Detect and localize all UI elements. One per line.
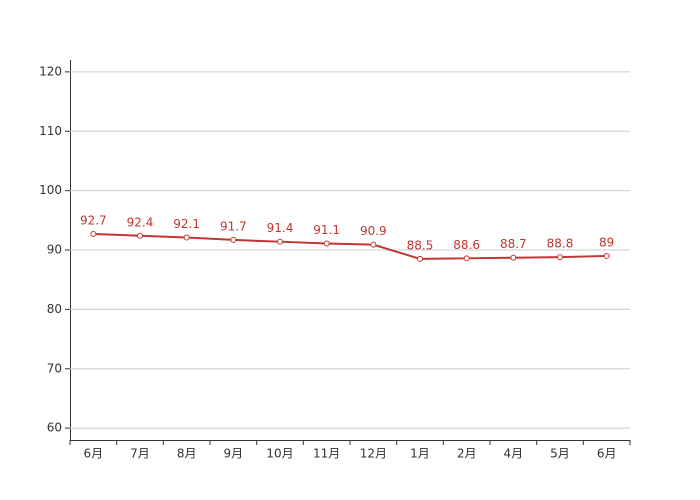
data-label: 88.6 <box>453 238 480 252</box>
data-label: 90.9 <box>360 224 387 238</box>
x-tick-label: 10月 <box>266 447 293 461</box>
data-label: 89 <box>599 235 614 249</box>
data-label: 88.7 <box>500 237 527 251</box>
data-label: 91.1 <box>313 223 340 237</box>
line <box>93 232 607 260</box>
x-tick-label: 1月 <box>410 447 430 461</box>
x-tick-label: 9月 <box>224 447 244 461</box>
point <box>277 238 283 245</box>
point <box>510 254 517 261</box>
data-label: 88.8 <box>547 237 574 251</box>
y-tick-label: 60 <box>47 421 62 435</box>
point <box>557 254 563 261</box>
point <box>90 230 97 237</box>
y-tick-label: 80 <box>47 302 62 316</box>
point <box>323 240 330 247</box>
x-tick-label: 2月 <box>457 447 477 461</box>
point <box>183 234 190 241</box>
x-tick-label: 4月 <box>504 447 524 461</box>
data-label: 92.1 <box>173 217 200 231</box>
x-tick-label: 6月 <box>597 447 617 461</box>
point <box>370 241 377 248</box>
data-label: 92.4 <box>127 215 154 229</box>
y-tick-label: 90 <box>47 243 62 257</box>
data-label: 88.5 <box>407 238 434 252</box>
point <box>417 255 423 262</box>
y-tick-label: 100 <box>39 183 62 197</box>
y-tick-label: 70 <box>47 361 62 375</box>
x-tick-label: 12月 <box>360 447 387 461</box>
x-tick-label: 6月 <box>84 447 104 461</box>
x-tick-label: 7月 <box>130 447 150 461</box>
point <box>603 252 610 259</box>
x-tick-label: 8月 <box>177 447 197 461</box>
y-tick-label: 120 <box>39 64 62 78</box>
y-tick-label: 110 <box>39 124 62 138</box>
x-tick-label: 5月 <box>550 447 570 461</box>
point <box>230 236 237 243</box>
point <box>137 232 143 239</box>
data-label: 92.7 <box>80 213 107 227</box>
x-tick-label: 11月 <box>313 447 340 461</box>
point <box>463 255 470 262</box>
data-label: 91.4 <box>267 221 294 235</box>
data-label: 91.7 <box>220 219 247 233</box>
